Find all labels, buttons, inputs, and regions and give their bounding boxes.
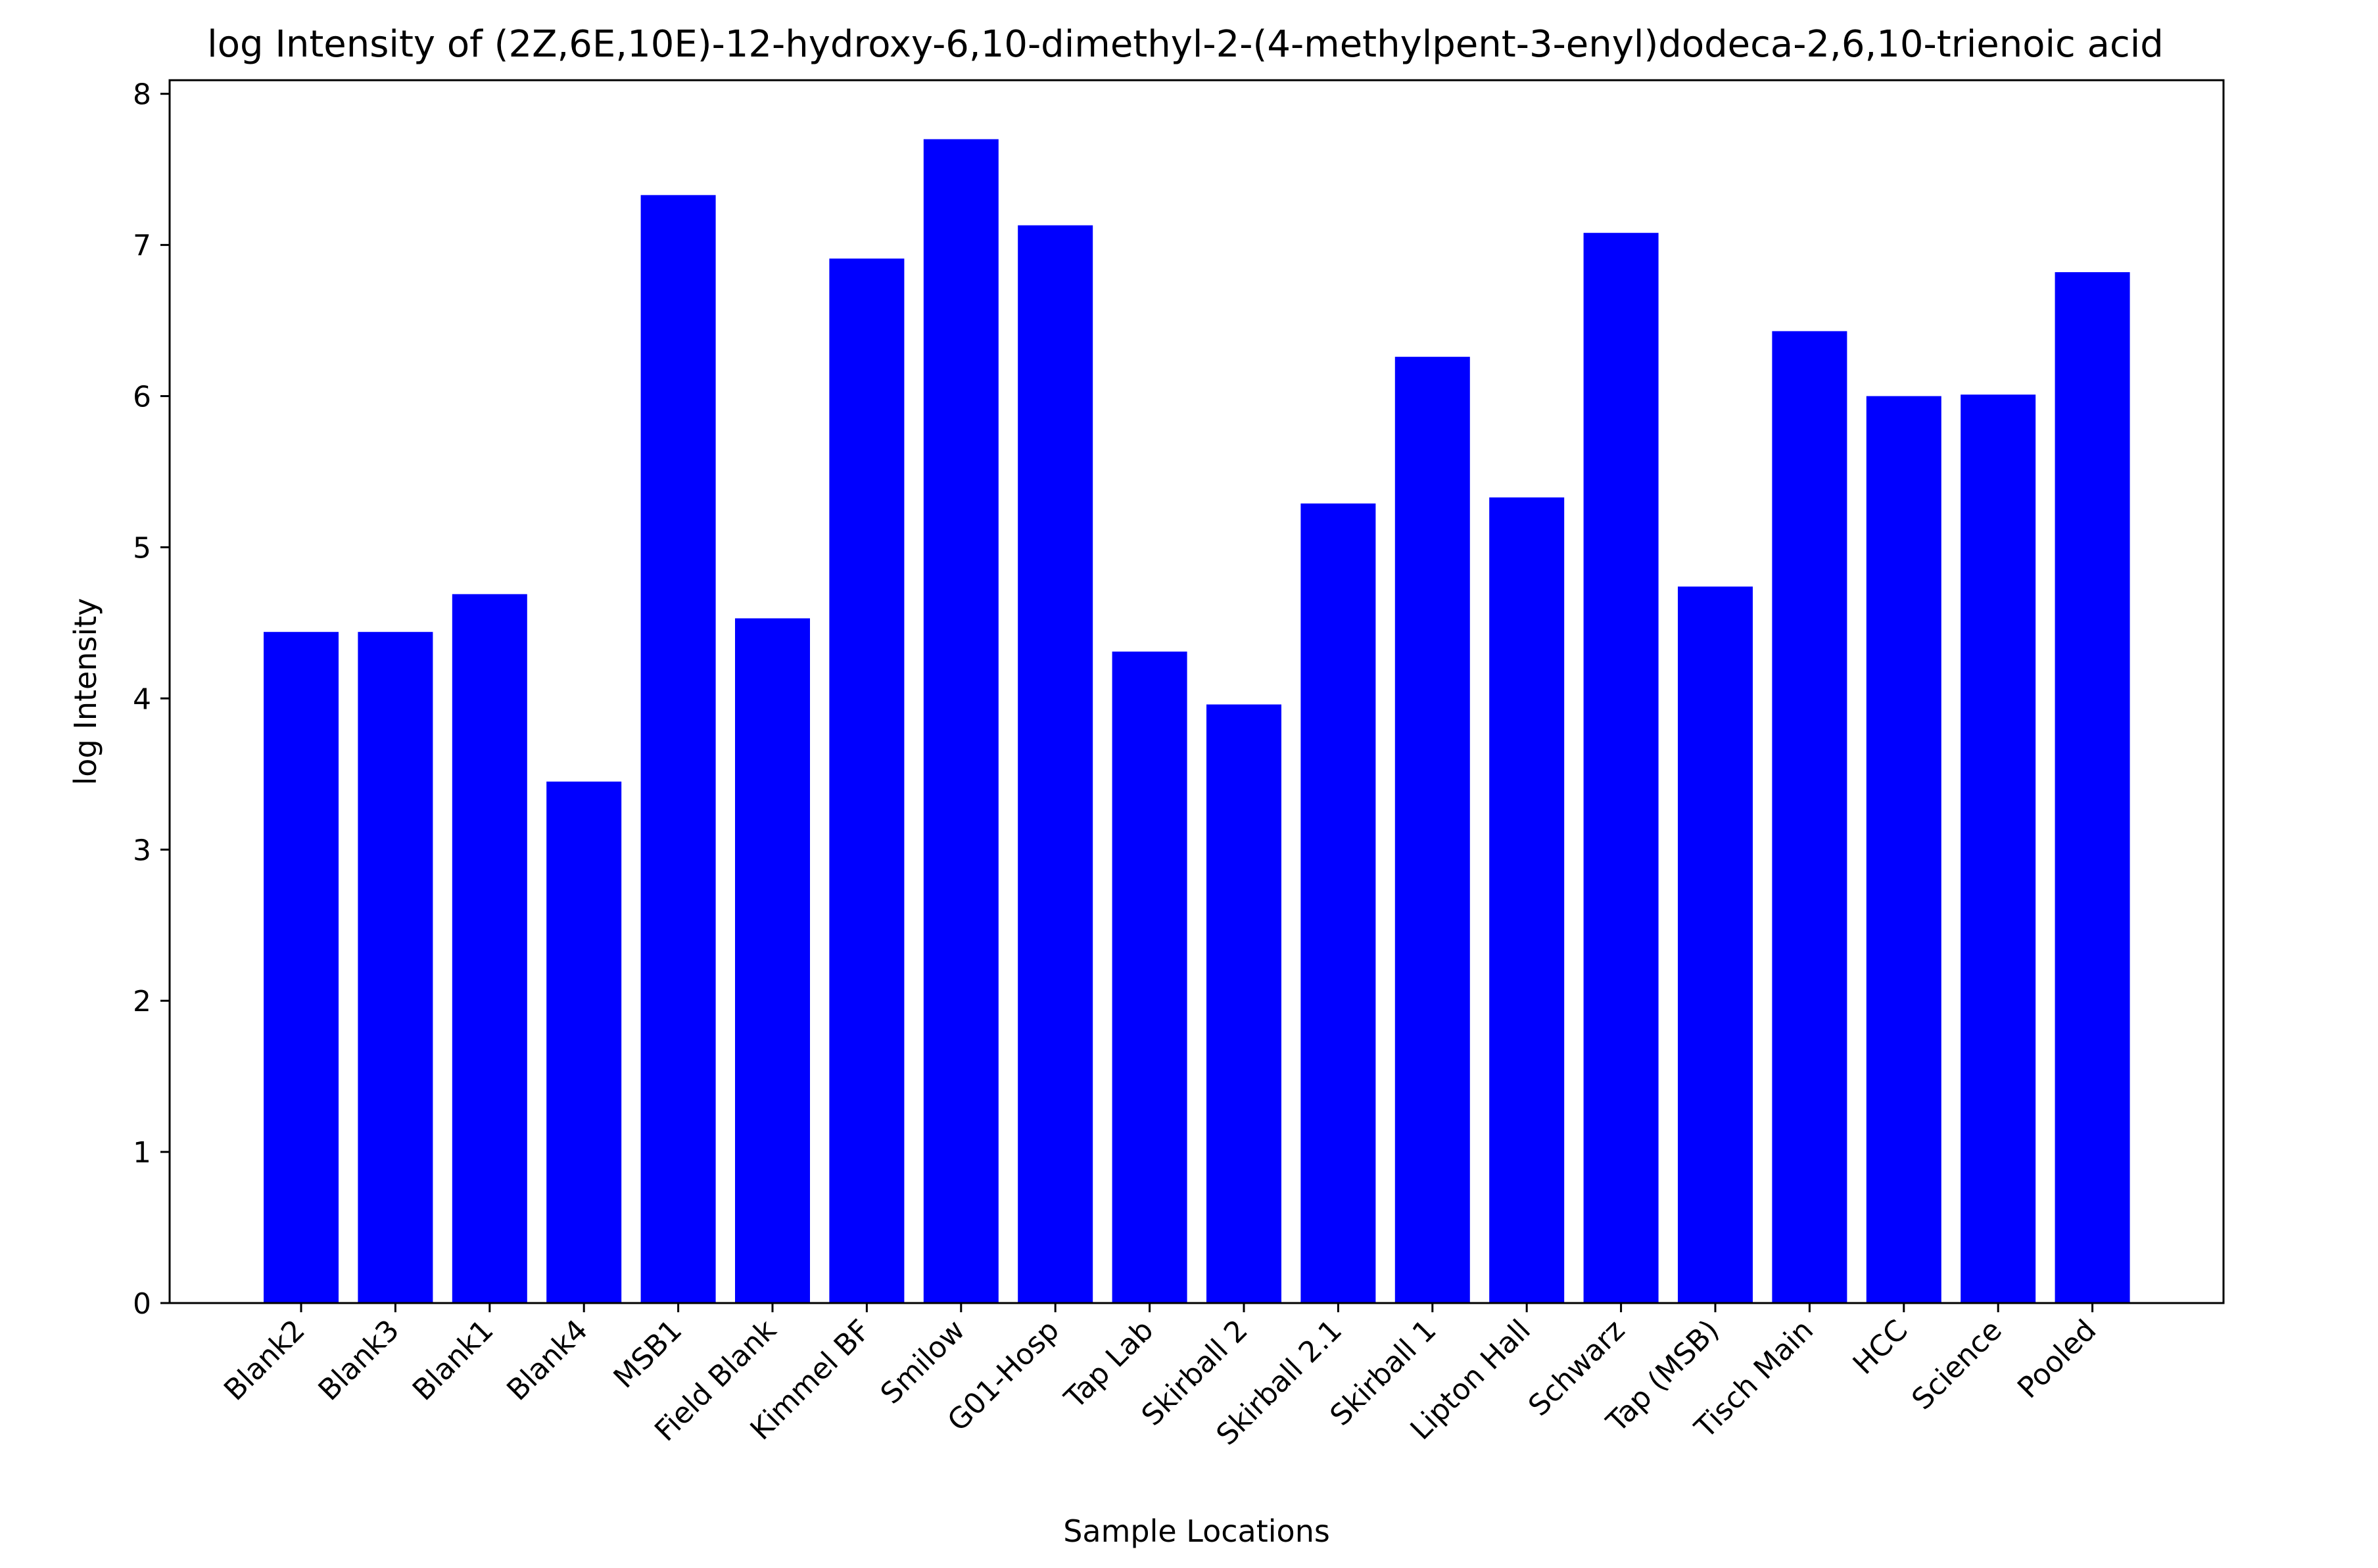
y-tick-label: 1 <box>133 1136 151 1170</box>
bar <box>358 632 433 1303</box>
y-tick-label: 2 <box>133 985 151 1018</box>
bar <box>1018 225 1093 1304</box>
bar <box>1866 396 1941 1303</box>
bar <box>829 258 905 1303</box>
y-tick-label: 7 <box>133 229 151 263</box>
plot-frame <box>168 79 2225 1304</box>
y-tick-label: 0 <box>133 1287 151 1321</box>
bar <box>1961 394 2036 1304</box>
bar <box>2055 272 2130 1303</box>
y-axis-label: log Intensity <box>68 598 103 786</box>
y-tick-label: 5 <box>133 531 151 565</box>
bar <box>546 781 622 1303</box>
bar <box>452 594 527 1304</box>
y-tick-label: 6 <box>133 381 151 414</box>
y-tick-label: 4 <box>133 682 151 716</box>
bar <box>1112 652 1187 1303</box>
bar <box>640 195 716 1304</box>
bar <box>735 618 810 1303</box>
bar <box>264 632 339 1303</box>
bar <box>1678 586 1753 1304</box>
bar <box>1772 331 1847 1304</box>
bars <box>264 139 2130 1304</box>
bar <box>1300 503 1376 1303</box>
bar <box>1489 497 1565 1303</box>
y-tick-label: 8 <box>133 78 151 112</box>
y-tick-label: 3 <box>133 834 151 867</box>
y-axis-ticks: 0 1 2 3 4 5 6 7 8 <box>133 78 170 1321</box>
x-axis-label: Sample Locations <box>1063 1513 1330 1549</box>
bar <box>1394 356 1470 1304</box>
chart-title: log Intensity of (2Z,6E,10E)-12-hydroxy-… <box>207 23 2164 66</box>
bar <box>923 139 999 1304</box>
bar <box>1583 233 1659 1304</box>
bar <box>1206 704 1281 1303</box>
